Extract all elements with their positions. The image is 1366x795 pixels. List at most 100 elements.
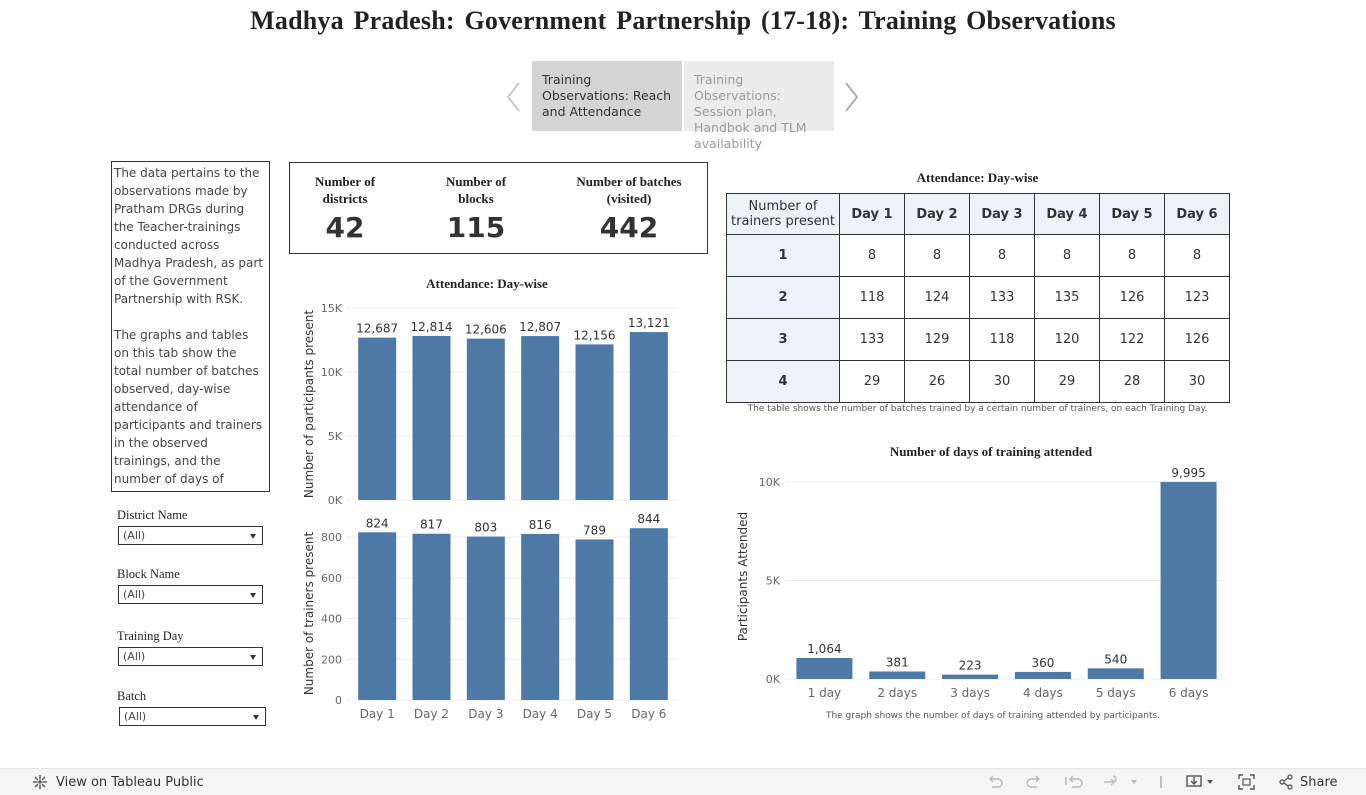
attendance-table-title: Attendance: Day-wise	[916, 170, 1039, 185]
description-box[interactable]: The data pertains to the observations ma…	[111, 161, 270, 492]
table-col-day3: Day 3	[969, 193, 1035, 235]
table-cell: 30	[969, 360, 1035, 403]
attendance-table-caption: The table shows the number of batches tr…	[747, 404, 1208, 414]
share-icon	[1279, 774, 1293, 790]
participants-data-label: 12,814	[411, 320, 453, 334]
district-name-value: (All)	[123, 529, 146, 542]
table-col-day6: Day 6	[1164, 193, 1230, 235]
days-y-axis-label: Participants Attended	[736, 512, 750, 641]
days-bar-2	[869, 671, 926, 679]
days-data-label: 381	[886, 655, 909, 669]
kpi-batches: Number of batches (visited) 442	[559, 173, 699, 244]
participants-bar-2	[412, 335, 451, 500]
share-button[interactable]: Share	[1278, 774, 1338, 790]
table-row-header: Number of trainers present	[726, 193, 840, 235]
table-cell: 29	[1034, 360, 1100, 403]
block-name-value: (All)	[123, 588, 146, 601]
block-name-select[interactable]: (All)	[118, 585, 263, 604]
trainers-tick-label: 400	[321, 613, 342, 626]
table-col-day4: Day 4	[1034, 193, 1100, 235]
table-cell: 26	[904, 360, 970, 403]
trainers-data-label: 817	[420, 518, 443, 532]
days-bar-6	[1160, 481, 1217, 679]
attendance-table: Number of trainers present Day 1 Day 2 D…	[726, 193, 1230, 403]
days-x-tick-label: 3 days	[950, 686, 990, 700]
days-x-tick-label: 1 day	[808, 686, 842, 700]
trainers-x-tick-label: Day 2	[414, 707, 449, 721]
participants-tick-label: 0K	[328, 494, 343, 507]
participants-bar-1	[358, 337, 397, 500]
redo-icon[interactable]	[1025, 774, 1043, 790]
days-attended-chart-title: Number of days of training attended	[889, 444, 1093, 459]
prev-story-button[interactable]	[503, 80, 525, 114]
table-cell: 123	[1164, 276, 1230, 319]
tableau-toolbar: View on Tableau Public Share	[0, 768, 1366, 795]
days-x-tick-label: 4 days	[1023, 686, 1063, 700]
participants-tick-label: 15K	[321, 302, 343, 315]
table-col-day1: Day 1	[839, 193, 905, 235]
trainers-x-tick-label: Day 3	[468, 707, 503, 721]
table-cell: 133	[839, 318, 905, 361]
table-cell: 118	[969, 318, 1035, 361]
table-row: 1 8 8 8 8 8 8	[726, 234, 1230, 277]
table-cell: 28	[1099, 360, 1165, 403]
dropdown-arrow-icon	[253, 715, 259, 720]
refresh-icon[interactable]	[1101, 774, 1141, 790]
next-story-button[interactable]	[840, 80, 862, 114]
table-cell: 122	[1099, 318, 1165, 361]
days-x-tick-label: 2 days	[877, 686, 917, 700]
table-cell: 126	[1164, 318, 1230, 361]
story-point-reach-attendance[interactable]: Training Observations: Reach and Attenda…	[532, 61, 682, 131]
trainers-data-label: 844	[637, 512, 660, 526]
table-cell: 29	[839, 360, 905, 403]
kpi-blocks: Number of blocks 115	[406, 173, 546, 244]
days-bar-3	[942, 674, 999, 679]
view-on-tableau-label: View on Tableau Public	[56, 774, 204, 790]
trainers-data-label: 816	[529, 518, 552, 532]
table-cell: 8	[839, 234, 905, 277]
table-cell: 133	[969, 276, 1035, 319]
table-cell: 129	[904, 318, 970, 361]
training-day-select[interactable]: (All)	[118, 647, 263, 666]
days-data-label: 223	[959, 659, 982, 673]
trainers-data-label: 789	[583, 523, 606, 537]
description-paragraph-2: The graphs and tables on this tab show t…	[114, 328, 263, 491]
kpi-batches-label: Number of batches (visited)	[576, 174, 682, 206]
days-x-tick-label: 5 days	[1096, 686, 1136, 700]
trainers-bar-2	[412, 533, 451, 700]
filter-label-batch: Batch	[117, 689, 147, 703]
table-col-day5: Day 5	[1099, 193, 1165, 235]
participants-data-label: 12,156	[574, 328, 616, 342]
kpi-batches-value: 442	[599, 211, 659, 244]
table-cell: 120	[1034, 318, 1100, 361]
kpi-districts-label: Number of districts	[314, 174, 376, 206]
table-row: 4 29 26 30 29 28 30	[726, 360, 1230, 403]
revert-icon[interactable]	[1064, 774, 1084, 790]
trainers-data-label: 803	[474, 521, 497, 535]
district-name-select[interactable]: (All)	[118, 526, 263, 545]
table-row: 2 118 124 133 135 126 123	[726, 276, 1230, 319]
view-on-tableau-link[interactable]: View on Tableau Public	[32, 774, 204, 790]
days-data-label: 9,995	[1171, 466, 1205, 480]
participants-tick-label: 5K	[328, 430, 343, 443]
batch-select[interactable]: (All)	[119, 707, 266, 726]
undo-icon[interactable]	[986, 774, 1004, 790]
filter-label-district: District Name	[117, 508, 188, 522]
fullscreen-icon[interactable]	[1238, 774, 1256, 790]
trainers-tick-label: 600	[321, 572, 342, 585]
days-tick-label: 0K	[766, 673, 781, 686]
chevron-right-icon	[845, 82, 859, 112]
participants-chart-title: Attendance: Day-wise	[426, 276, 548, 291]
story-point-session-plan[interactable]: Training Observations: Session plan, Han…	[684, 61, 834, 151]
trainers-bar-1	[358, 532, 397, 700]
trainers-tick-label: 0	[335, 694, 342, 707]
table-cell: 8	[1099, 234, 1165, 277]
table-cell: 2	[726, 276, 840, 319]
table-cell: 124	[904, 276, 970, 319]
table-cell: 126	[1099, 276, 1165, 319]
table-cell: 1	[726, 234, 840, 277]
download-icon[interactable]	[1186, 774, 1218, 790]
days-tick-label: 10K	[759, 476, 781, 489]
description-paragraph-1: The data pertains to the observations ma…	[114, 166, 264, 306]
table-cell: 8	[1164, 234, 1230, 277]
